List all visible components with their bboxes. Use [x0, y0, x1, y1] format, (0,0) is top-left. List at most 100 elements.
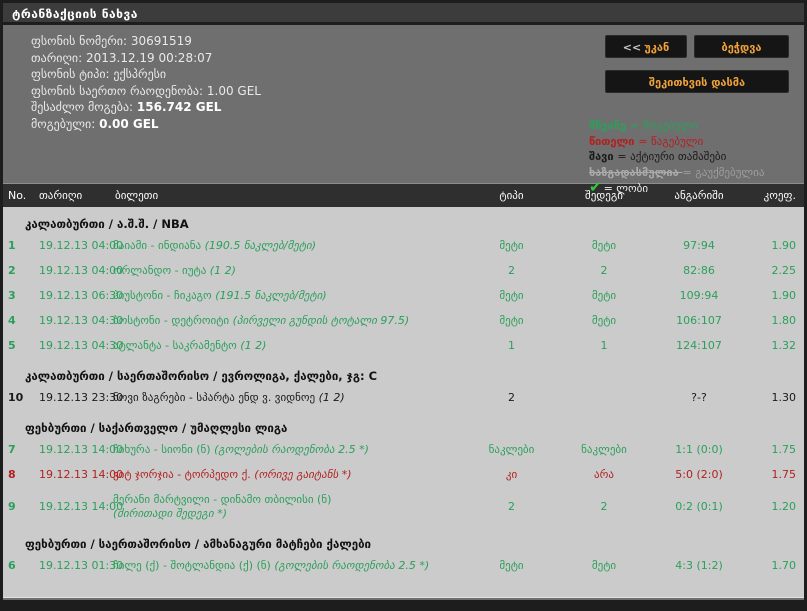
bet-ticket-cell: ჩილე (ქ) - შოტლანდია (ქ) (ნ) (გოლების რა… — [113, 559, 469, 573]
bet-ticket-cell: ორლანდო - იუტა (1 2) — [113, 264, 469, 278]
check-icon: ✔ — [589, 178, 602, 196]
ticket-text: ბოსტონი - დეტროიტი — [113, 314, 233, 327]
legend-item: მწვანე = მოგებული — [589, 118, 789, 134]
bet-coef-cell: 1.30 — [771, 391, 797, 404]
ticket-text: ჰიუსტონი - ჩიკაგო — [113, 289, 216, 302]
ticket-note: (1 2) — [318, 391, 345, 404]
ticket-note: (1 2) — [209, 264, 236, 277]
bet-type-cell: ნაკლები — [488, 443, 535, 456]
transaction-info: ფსონის ნომერი: 30691519 თარიღი: 2013.12.1… — [3, 25, 804, 132]
action-buttons: << უკან ბეჭდვა შეკითხვის დასმა — [605, 35, 789, 93]
ticket-note: (1 2) — [240, 339, 267, 352]
bet-result-cell: მეტი — [591, 239, 617, 252]
bet-date-cell: 19.12.13 04:00 — [39, 264, 124, 277]
info-value: 1.00 GEL — [206, 83, 261, 98]
section-title: ფეხბურთი / საერთაშორისო / ამხანაგური მატ… — [25, 537, 372, 551]
legend-rest: = გაუქმებულია — [682, 165, 765, 179]
bet-ticket-cell: ნოვი ზაგრები - სპარტა ენდ ვ. ვიდნოე (1 2… — [113, 391, 469, 405]
bet-type-cell: მეტი — [499, 559, 524, 572]
legend-term: წითელი — [589, 134, 639, 148]
ticket-text: ვიტ ჯორჯია - ტორპედო ქ. — [113, 468, 255, 481]
bet-ticket-cell: ჰიუსტონი - ჩიკაგო (191.5 ნაკლებ/მეტი) — [113, 289, 469, 303]
ticket-note: (პირველი გუნდის ტოტალი 97.5) — [232, 314, 410, 327]
legend-rest: = აქტიური თამაშები — [617, 150, 727, 163]
ticket-text: ატლანტა - საკრამენტო — [113, 339, 241, 352]
info-label: ფსონის ტიპი: — [31, 67, 114, 81]
bet-coef-cell: 2.25 — [771, 264, 797, 277]
bet-result-cell: მეტი — [591, 314, 617, 327]
bet-score-cell: ?-? — [691, 391, 707, 404]
bet-score-cell: 97:94 — [683, 239, 715, 252]
ticket-note: (ორივე გაიტანს *) — [254, 468, 352, 481]
info-value: 0.00 GEL — [99, 116, 159, 131]
info-line: ფსონის ტიპი: ექსპრესი — [31, 66, 804, 83]
bet-result-cell: მეტი — [591, 559, 617, 572]
table-row: 1 19.12.13 04:00 მაიამი - ინდიანა (190.5 ნ… — [3, 234, 804, 259]
legend-term: ხაზგადასმულია — [589, 165, 683, 179]
ticket-note: (გოლების რაოდენობა 2.5 *) — [214, 443, 369, 456]
print-button[interactable]: ბეჭდვა — [694, 35, 789, 58]
bet-ticket-cell: ჩიხურა - სიონი (ნ) (გოლების რაოდენობა 2.… — [113, 443, 469, 457]
legend-rest: = მოგებული — [629, 119, 698, 132]
bet-ticket-cell: ატლანტა - საკრამენტო (1 2) — [113, 339, 469, 353]
bet-result-cell: 2 — [600, 500, 608, 513]
bet-score-cell: 109:94 — [679, 289, 719, 302]
bet-ticket-cell: მაიამი - ინდიანა (190.5 ნაკლებ/მეტი) — [113, 239, 469, 253]
header-coef: კოეფ. — [763, 189, 796, 202]
ticket-note: (191.5 ნაკლებ/მეტი) — [215, 289, 327, 302]
page-title: ტრანზაქციის ნახვა — [3, 3, 804, 25]
ticket-note: (გოლების რაოდენობა 2.5 *) — [274, 559, 430, 572]
legend-term: მწვანე — [589, 119, 630, 132]
bet-date-cell: 19.12.13 23:30 — [39, 391, 124, 404]
bet-result-cell: მეტი — [591, 289, 617, 302]
bet-date-cell: 19.12.13 14:00 — [39, 468, 124, 481]
bet-date-cell: 19.12.13 01:30 — [39, 559, 124, 572]
ask-question-button[interactable]: შეკითხვის დასმა — [605, 70, 789, 93]
ticket-text: მაიამი - ინდიანა — [113, 239, 205, 252]
bet-coef-cell: 1.70 — [771, 559, 797, 572]
info-value: 156.742 GEL — [136, 100, 222, 114]
section-title: კალათბურთი / ა.შ.შ. / NBA — [25, 217, 189, 231]
bet-date-cell: 19.12.13 14:00 — [39, 500, 124, 513]
header-result: შედეგი — [585, 189, 623, 202]
bet-number-cell: 4 — [8, 314, 16, 327]
header-ticket: ბილეთი — [115, 189, 159, 202]
bet-score-cell: 82:86 — [683, 264, 715, 277]
bet-number-cell: 6 — [8, 559, 16, 572]
ticket-text: ჩილე (ქ) - შოტლანდია (ქ) (ნ) — [113, 559, 275, 572]
table-row: 8 19.12.13 14:00 ვიტ ჯორჯია - ტორპედო ქ. (… — [3, 463, 804, 488]
legend-item: ✔ = ლობი — [589, 178, 789, 197]
bet-coef-cell: 1.80 — [771, 314, 797, 327]
bet-type-cell: 2 — [508, 264, 515, 277]
info-label: შესაძლო მოგება: — [31, 100, 137, 114]
ticket-text: ნოვი ზაგრები - სპარტა ენდ ვ. ვიდნოე — [113, 391, 319, 404]
info-line: მოგებული: 0.00 GEL — [31, 116, 804, 133]
bet-type-cell: მეტი — [499, 239, 524, 252]
top-area: ფსონის ნომერი: 30691519 თარიღი: 2013.12.1… — [3, 25, 804, 195]
bet-date-cell: 19.12.13 04:30 — [39, 314, 124, 327]
legend-rest: = ლობი — [603, 182, 649, 195]
info-label: ფსონის ნომერი: — [31, 34, 131, 48]
ticket-note: (ძირითადი შედეგი *) — [113, 507, 227, 520]
legend-item: შავი = აქტიური თამაშები — [589, 149, 789, 165]
info-label: თარიღი: — [31, 50, 86, 65]
info-label: მოგებული: — [31, 116, 100, 131]
bet-result-cell: ნაკლები — [581, 443, 627, 456]
bet-date-cell: 19.12.13 04:30 — [39, 339, 124, 352]
bet-number-cell: 3 — [8, 289, 16, 302]
bet-score-cell: 124:107 — [676, 339, 722, 352]
bet-number-cell: 7 — [8, 443, 16, 456]
back-chevrons-icon: << — [622, 41, 642, 54]
info-value: ექსპრესი — [113, 67, 167, 81]
back-button[interactable]: << უკან — [605, 35, 687, 58]
bet-ticket-cell: მერანი მარტვილი - დინამო თბილისი (ნ) (ძი… — [113, 493, 469, 521]
bet-score-cell: 0:2 (0:1) — [675, 500, 723, 513]
info-line: ფსონის საერთო რაოდენობა: 1.00 GEL — [31, 83, 804, 100]
info-line: შესაძლო მოგება: 156.742 GEL — [31, 99, 804, 116]
legend: მწვანე = მოგებული წითელი = წაგებული შავი =… — [589, 118, 789, 197]
bet-coef-cell: 1.20 — [771, 500, 797, 513]
section-title: კალათბურთი / საერთაშორისო / ევროლიგა, ქა… — [25, 369, 378, 383]
bet-number-cell: 10 — [8, 391, 24, 404]
bet-coef-cell: 1.90 — [771, 239, 797, 252]
